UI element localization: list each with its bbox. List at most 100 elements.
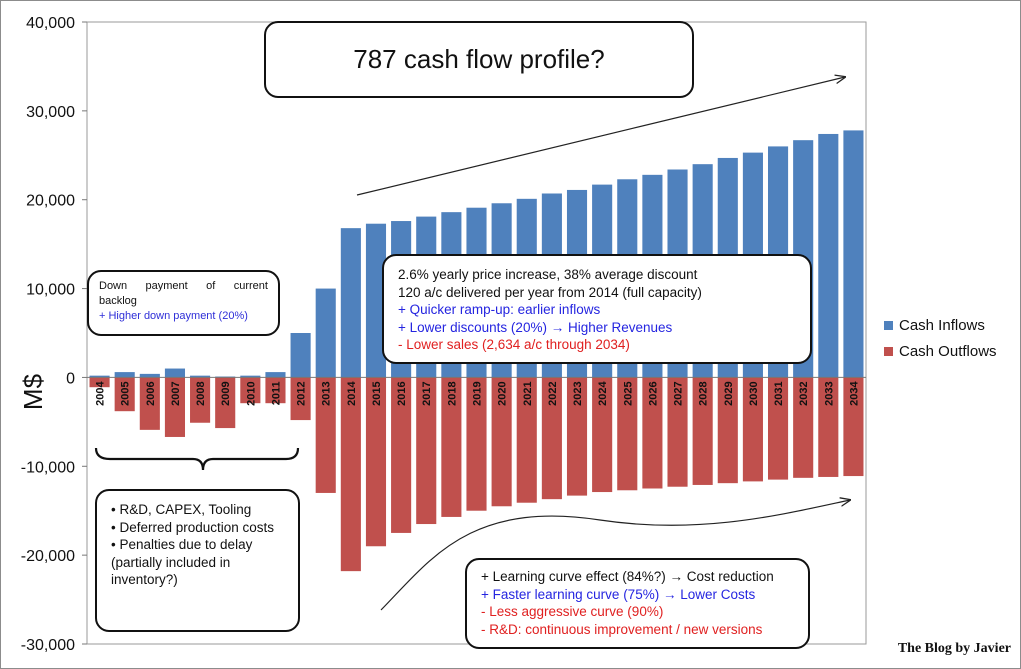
bar-inflow-2004 [89, 375, 110, 378]
bar-outflow-2012 [290, 377, 311, 421]
learning-line1: + Learning curve effect (84%?) → Cost re… [481, 569, 774, 584]
x-tick-label-2028: 2028 [698, 381, 710, 405]
x-tick-label-2034: 2034 [848, 381, 860, 406]
bar-outflow-2017 [416, 377, 437, 525]
bar-outflow-2024 [592, 377, 613, 493]
bar-inflow-2005 [114, 372, 135, 378]
bar-outflow-2009 [215, 377, 236, 429]
bar-outflow-2010 [240, 377, 261, 404]
bar-outflow-2034 [843, 377, 864, 477]
x-tick-label-2016: 2016 [396, 381, 408, 405]
bar-outflow-2019 [466, 377, 487, 511]
x-tick-label-2012: 2012 [296, 381, 308, 405]
bar-inflow-2015 [365, 223, 387, 378]
bar-outflow-2004 [89, 377, 110, 388]
bar-outflow-2021 [516, 377, 537, 503]
x-tick-label-2032: 2032 [798, 381, 810, 405]
bar-outflow-2020 [491, 377, 512, 507]
upward-trend-arrow [356, 77, 845, 196]
x-tick-label-2019: 2019 [472, 381, 484, 405]
x-tick-label-2029: 2029 [723, 381, 735, 405]
y-axis-title: M$ [18, 373, 48, 410]
bar-outflow-2027 [667, 377, 688, 487]
y-tick-label: 20,000 [26, 193, 75, 210]
bar-outflow-2018 [441, 377, 462, 517]
bar-inflow-2007 [164, 368, 186, 378]
bar-outflow-2022 [541, 377, 562, 500]
bar-inflow-2008 [190, 375, 211, 378]
x-tick-label-2011: 2011 [270, 381, 282, 405]
y-tick-label: 40,000 [26, 15, 75, 32]
bar-inflow-2010 [240, 375, 261, 378]
bar-outflow-2008 [190, 377, 211, 423]
x-tick-label-2008: 2008 [195, 381, 207, 405]
down-payment-annotation: Down payment of current backlog + Higher… [87, 270, 280, 336]
y-tick-label: -10,000 [21, 459, 75, 476]
bar-outflow-2005 [114, 377, 135, 412]
y-tick-label: -20,000 [21, 548, 75, 565]
pricing-line3: + Quicker ramp-up: earlier inflows [398, 302, 601, 317]
legend: Cash Inflows Cash Outflows [884, 312, 997, 364]
legend-label-outflows: Cash Outflows [899, 342, 997, 360]
x-tick-label-2026: 2026 [647, 381, 659, 405]
learning-line2: + Faster learning curve (75%) → Lower Co… [481, 586, 756, 602]
x-tick-label-2004: 2004 [95, 381, 107, 406]
cost-trend-arrow [380, 500, 850, 611]
x-tick-label-2030: 2030 [748, 381, 760, 405]
bar-inflow-2014 [340, 228, 361, 378]
bar-outflow-2026 [642, 377, 663, 489]
x-tick-label-2025: 2025 [622, 381, 634, 405]
rd-item3: • Penalties due to delay (partially incl… [111, 537, 253, 587]
bar-inflow-2011 [265, 372, 286, 378]
x-tick-label-2017: 2017 [421, 381, 433, 405]
x-tick-label-2023: 2023 [572, 381, 584, 405]
learning-line4: - R&D: continuous improvement / new vers… [481, 621, 763, 637]
x-tick-label-2014: 2014 [346, 381, 358, 406]
bar-inflow-2034 [843, 130, 864, 378]
y-tick-label: -30,000 [21, 637, 75, 654]
bar-outflow-2016 [391, 377, 412, 533]
watermark-text: The Blog by Javier [897, 641, 1011, 656]
bar-outflow-2025 [617, 377, 638, 491]
down-payment-line1: Down payment of current [99, 280, 268, 292]
x-tick-label-2020: 2020 [497, 381, 509, 405]
trend-arrows [94, 77, 850, 611]
rd-costs-annotation: • R&D, CAPEX, Tooling • Deferred product… [95, 489, 300, 632]
bar-inflow-2012 [290, 333, 311, 378]
down-payment-line3: + Higher down payment (20%) [99, 310, 248, 322]
bar-outflow-2028 [692, 377, 713, 485]
x-tick-label-2024: 2024 [597, 381, 609, 406]
bar-outflow-2023 [566, 377, 588, 496]
x-tick-label-2007: 2007 [170, 381, 182, 405]
x-tick-label-2022: 2022 [547, 381, 559, 405]
pricing-annotation: 2.6% yearly price increase, 38% average … [382, 254, 812, 364]
bar-outflow-2032 [793, 377, 814, 478]
rd-item1: • R&D, CAPEX, Tooling [111, 502, 252, 517]
x-tick-label-2018: 2018 [446, 381, 458, 405]
bar-outflow-2006 [139, 377, 160, 430]
x-tick-label-2005: 2005 [120, 381, 132, 405]
bar-inflow-2033 [818, 133, 839, 378]
x-tick-label-2021: 2021 [522, 381, 534, 405]
x-axis-labels: 2004 2005 2006 2007 2008 2009 2010 2011 2012 2013… [95, 381, 861, 406]
pricing-line4: + Lower discounts (20%) → Higher Revenue… [398, 319, 673, 335]
y-tick-label: 10,000 [26, 282, 75, 299]
chart-title: 787 cash flow profile? [353, 44, 605, 74]
chart-title-box: 787 cash flow profile? [264, 21, 694, 98]
y-tick-label: 30,000 [26, 104, 75, 121]
x-tick-label-2027: 2027 [673, 381, 685, 405]
y-axis: 40,000 30,000 20,000 10,000 0 -10,000 -20,000 -… [18, 15, 87, 654]
bar-outflow-2033 [818, 377, 839, 477]
y-tick-label: 0 [66, 370, 75, 387]
rd-item2: • Deferred production costs [111, 519, 275, 535]
x-tick-label-2015: 2015 [371, 381, 383, 405]
down-payment-line2: backlog [99, 295, 137, 307]
bar-outflow-2011 [265, 377, 286, 404]
pricing-line1: 2.6% yearly price increase, 38% average … [398, 267, 698, 282]
legend-swatch-inflows [884, 320, 893, 330]
bar-outflow-2007 [164, 377, 186, 437]
bar-outflow-2015 [365, 377, 387, 547]
legend-item-outflows: Cash Outflows [884, 338, 997, 364]
legend-item-inflows: Cash Inflows [884, 312, 997, 338]
bar-outflow-2030 [742, 377, 763, 482]
